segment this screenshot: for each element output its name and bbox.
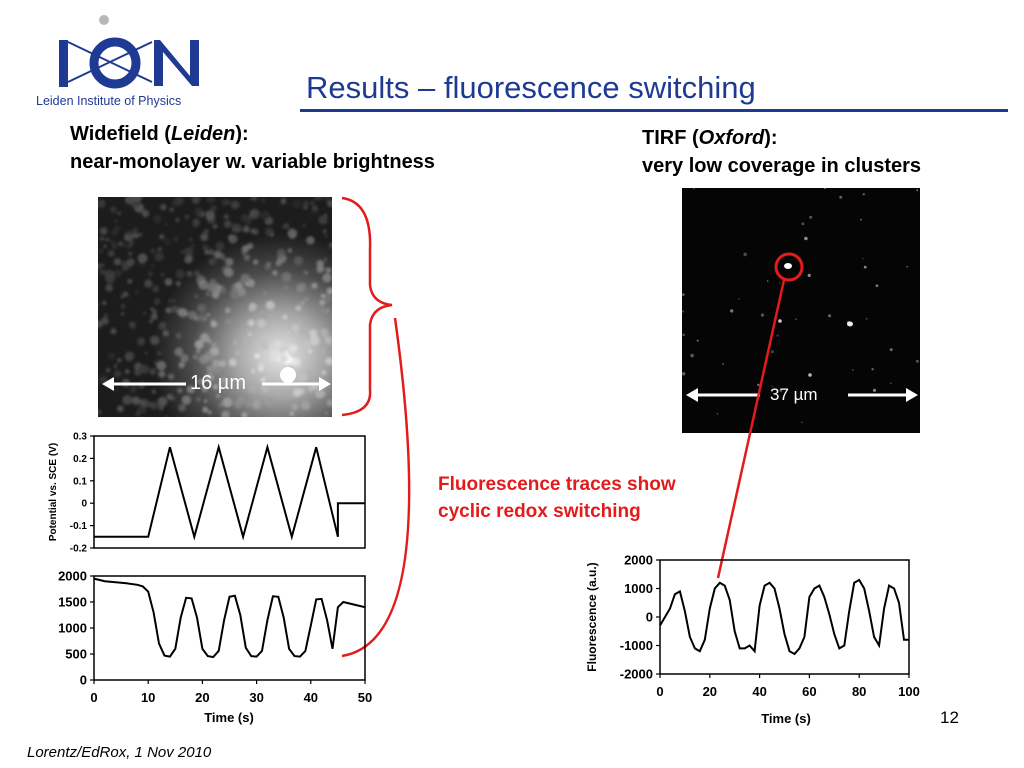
widefield-trace-ytick-label: 0 [80, 673, 87, 688]
potential-ytick-label: 0 [81, 499, 87, 510]
widefield-trace-xtick-label: 10 [141, 690, 155, 705]
widefield-trace-xtick-label: 20 [195, 690, 209, 705]
callout-line2: cyclic redox switching [438, 501, 641, 522]
tirf-heading-prefix: TIRF ( [642, 127, 699, 149]
red-link-curve [341, 317, 411, 658]
widefield-trace-xlabel: Time (s) [204, 710, 254, 725]
widefield-trace-frame [93, 575, 366, 681]
widefield-trace-xtick-label: 0 [90, 690, 97, 705]
tirf-trace-ytick-label: 2000 [624, 553, 653, 568]
widefield-trace-line [93, 577, 366, 659]
widefield-trace-ytick-label: 500 [65, 647, 87, 662]
tirf-trace-ytick-label: -2000 [620, 667, 653, 682]
tirf-trace-xtick-label: 60 [802, 684, 816, 699]
tirf-scale-label: 37 µm [770, 385, 818, 404]
potential-ylabel: Potential vs. SCE (V) [48, 443, 59, 541]
tirf-trace-ytick-label: 0 [646, 610, 653, 625]
tirf-heading-line2: very low coverage in clusters [642, 155, 922, 177]
potential-ytick-label: -0.1 [70, 521, 88, 532]
tirf-heading: TIRF (Oxford): very low coverage in clus… [642, 124, 921, 180]
potential-ytick-label: 0.3 [73, 432, 87, 443]
tirf-trace-ytick-label: -1000 [620, 638, 653, 653]
tirf-trace-xtick-label: 40 [752, 684, 766, 699]
widefield-trace-ytick-label: 1000 [58, 621, 87, 636]
widefield-trace-ytick-label: 1500 [58, 595, 87, 610]
tirf-heading-lab: Oxford [698, 127, 765, 149]
slide-number: 12 [940, 708, 959, 727]
footer-text: Lorentz/EdRox, 1 Nov 2010 [27, 744, 212, 761]
tirf-trace-frame [659, 559, 910, 675]
tirf-trace-ytick-label: 1000 [624, 581, 653, 596]
tirf-trace-xtick-label: 80 [852, 684, 866, 699]
widefield-trace-chart: 2000 1500 1000 500 00 10 20 30 40 50 Time (s) [58, 569, 372, 725]
tirf-trace-ylabel: Fluorescence (a.u.) [585, 562, 599, 671]
tirf-heading-suffix: ): [764, 127, 778, 149]
widefield-trace-xtick-label: 40 [304, 690, 318, 705]
potential-ytick-label: -0.2 [70, 544, 88, 555]
widefield-trace-xtick-label: 30 [249, 690, 263, 705]
title-rule [300, 109, 1008, 112]
widefield-trace-ytick-label: 2000 [58, 569, 87, 584]
tirf-trace-xtick-label: 100 [898, 684, 920, 699]
widefield-heading-lab: Leiden [170, 123, 236, 145]
widefield-heading: Widefield (Leiden): near-monolayer w. va… [70, 120, 435, 176]
lion-logo: Leiden Institute of Physics [32, 12, 262, 112]
tirf-trace-xlabel: Time (s) [761, 711, 811, 726]
potential-chart: 0.3 0.2 0.1 0 -0.1 -0.2 Potential vs. SCE (V) [48, 432, 366, 555]
red-brace [341, 196, 393, 417]
widefield-heading-line2: near-monolayer w. variable brightness [70, 151, 435, 173]
widefield-heading-prefix: Widefield ( [70, 123, 171, 145]
widefield-image [98, 197, 332, 417]
widefield-heading-suffix: ): [235, 123, 249, 145]
logo-subtitle: Leiden Institute of Physics [36, 94, 181, 108]
slide-title: Results – fluorescence switching [306, 70, 756, 105]
potential-ytick-label: 0.1 [73, 476, 87, 487]
widefield-trace-xtick-label: 50 [358, 690, 372, 705]
callout-line1: Fluorescence traces show [438, 474, 676, 495]
widefield-scale-label: 16 µm [190, 372, 246, 394]
tirf-trace-xtick-label: 0 [656, 684, 663, 699]
callout-text: Fluorescence traces show cyclic redox sw… [438, 471, 676, 525]
tirf-trace-xtick-label: 20 [703, 684, 717, 699]
potential-chart-frame [93, 435, 366, 549]
potential-series-line [94, 443, 365, 541]
tirf-trace-line [659, 578, 909, 656]
potential-ytick-label: 0.2 [73, 454, 87, 465]
